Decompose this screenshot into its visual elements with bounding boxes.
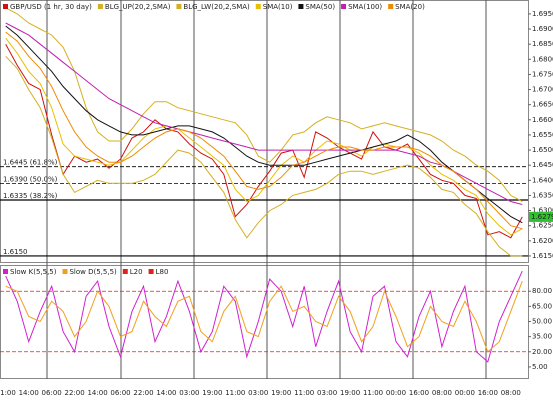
y-tick-label: 1.6300	[532, 207, 553, 215]
legend-label: Slow D(5,5,5)	[69, 268, 117, 276]
level-label: 1.6335 (38.2%)	[3, 192, 58, 200]
series-line	[5, 31, 523, 230]
legend-label: SMA(20)	[395, 3, 425, 11]
y-tick-label: 1.6350	[532, 191, 553, 199]
legend-label: BLG_UP(20,2,SMA)	[105, 3, 171, 11]
legend-swatch	[3, 269, 8, 274]
y-tick-label: 1.6550	[532, 131, 553, 139]
x-tick-label: 19:00	[340, 389, 360, 397]
y-tick-label: 20.00	[532, 348, 552, 356]
y-tick-label: 1.6450	[532, 161, 553, 169]
x-tick-label: 01:00	[0, 389, 16, 397]
y-tick-label: 1.6700	[532, 86, 553, 94]
level-label: 1.6150	[3, 248, 28, 256]
series-line	[5, 270, 523, 363]
legend-swatch	[3, 4, 8, 9]
y-tick-label: 1.6400	[532, 176, 553, 184]
series-line	[5, 7, 523, 202]
x-tick-label: 14:00	[87, 389, 107, 397]
x-tick-label: 06:00	[42, 389, 62, 397]
y-tick-label: 1.6900	[532, 25, 553, 33]
x-tick-label: 11:00	[225, 389, 245, 397]
level-label: 1.6445 (61.8%)	[3, 159, 58, 167]
x-tick-label: 03:00	[248, 389, 268, 397]
y-tick-label: 1.6950	[532, 10, 553, 18]
legend-label: Slow K(5,5,5)	[10, 268, 57, 276]
day-separators	[46, 0, 487, 379]
legend-label: SMA(10)	[263, 3, 293, 11]
y-tick-label: 1.6250	[532, 222, 553, 230]
legend-swatch	[341, 4, 347, 9]
legend-label: GBP/USD (1 hr, 30 day)	[10, 3, 92, 11]
series-line	[5, 25, 523, 224]
price-marker-label: 1.6279	[531, 213, 553, 221]
x-tick-label: 19:00	[202, 389, 222, 397]
x-tick-label: 22:00	[65, 389, 85, 397]
x-tick-label: 00:00	[455, 389, 475, 397]
price-panel	[0, 0, 529, 263]
y-tick-label: 80.00	[532, 287, 552, 295]
series-line	[5, 55, 523, 257]
price-marker	[529, 211, 553, 222]
legend-label: SMA(100)	[348, 3, 382, 11]
legend-swatch	[298, 4, 304, 9]
series-line	[5, 22, 523, 205]
level-label: 1.6390 (50.0%)	[3, 175, 58, 183]
x-tick-label: 06:00	[110, 389, 130, 397]
y-tick-label: 1.6800	[532, 55, 553, 63]
y-tick-label: 50.00	[532, 318, 552, 326]
x-tick-label: 03:00	[317, 389, 337, 397]
x-tick-label: 14:00	[19, 389, 39, 397]
series-line	[5, 280, 523, 353]
y-tick-label: 1.6500	[532, 146, 553, 154]
x-tick-label: 08:00	[501, 389, 521, 397]
x-tick-label: 14:00	[156, 389, 176, 397]
y-tick-label: 1.6150	[532, 252, 553, 260]
x-tick-label: 08:00	[432, 389, 452, 397]
legend-swatch	[176, 4, 182, 9]
x-tick-label: 16:00	[478, 389, 498, 397]
legend-swatch	[122, 269, 128, 274]
x-tick-label: 22:00	[133, 389, 153, 397]
legend-swatch	[62, 269, 68, 274]
legend-label: L80	[156, 268, 169, 276]
x-tick-label: 19:00	[271, 389, 291, 397]
x-tick-label: 16:00	[409, 389, 429, 397]
x-tick-label: 00:00	[386, 389, 406, 397]
legend-label: BLG_LW(20,2,SMA)	[183, 3, 250, 11]
legend-swatch	[388, 4, 394, 9]
legend-swatch	[148, 269, 154, 274]
y-tick-label: 1.6600	[532, 116, 553, 124]
x-tick-label: 03:00	[179, 389, 199, 397]
y-tick-label: 1.6650	[532, 101, 553, 109]
y-tick-label: 1.6850	[532, 40, 553, 48]
y-tick-label: 1.6200	[532, 237, 553, 245]
legend-label: L20	[130, 268, 143, 276]
y-tick-label: 1.6750	[532, 70, 553, 78]
y-tick-label: 65.00	[532, 302, 552, 310]
legend-swatch	[255, 4, 261, 9]
legend-swatch	[97, 4, 103, 9]
x-tick-label: 11:00	[294, 389, 314, 397]
y-tick-label: 5.00	[532, 363, 548, 371]
legend-label: SMA(50)	[305, 3, 335, 11]
x-tick-label: 11:00	[363, 389, 383, 397]
y-tick-label: 35.00	[532, 333, 552, 341]
